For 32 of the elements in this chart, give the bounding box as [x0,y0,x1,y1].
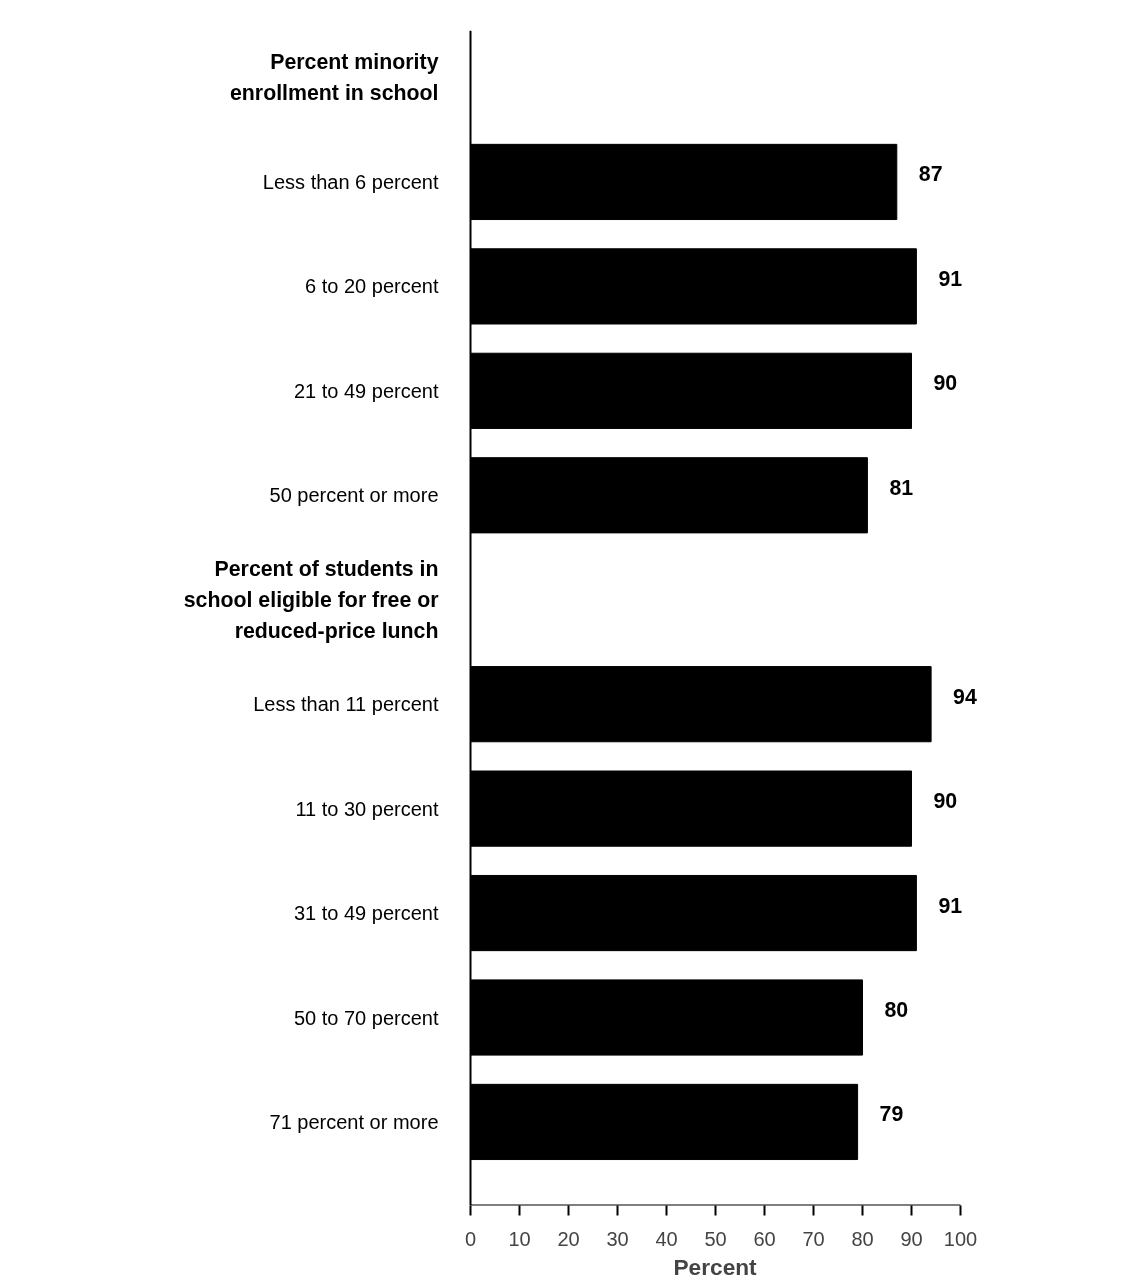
data-label: 79 [879,1102,904,1127]
y-tick-label: Less than 6 percent [262,170,439,193]
x-tick-label: 0 [464,1227,477,1250]
y-tick-label: Percent of students in school eligible for free or reduced-price lunch [183,556,439,643]
y-tick-label: Percent minority enrollment in school [229,49,439,106]
y-tick-label: 6 to 20 percent [305,275,439,298]
y-tick-label: 21 to 49 percent [293,379,439,402]
y-tick-label: 31 to 49 percent [293,902,439,925]
data-label: 87 [918,162,943,187]
y-tick-label: 50 percent or more [269,484,439,507]
x-tick-label: 50 [704,1227,727,1250]
data-label: 80 [884,998,909,1022]
x-tick-label: 30 [606,1227,629,1250]
data-label: 94 [953,684,977,709]
x-tick-label: 70 [802,1227,825,1250]
x-tick-label: 90 [900,1227,923,1250]
x-tick-label: 10 [508,1227,531,1250]
y-tick-label: 71 percent or more [269,1110,439,1133]
x-tick-label: 20 [557,1227,580,1250]
data-label: 90 [933,789,958,814]
x-tick-label: 100 [943,1227,978,1250]
y-tick-label: 50 to 70 percent [293,1006,439,1029]
y-tick-label: Less than 11 percent [253,693,439,716]
y-tick-label: 11 to 30 percent [295,797,439,820]
x-axis-title: Percent [673,1253,758,1280]
x-tick-label: 80 [851,1227,874,1250]
data-label: 91 [938,266,963,291]
x-tick-label: 40 [655,1227,678,1250]
data-label: 81 [889,475,914,500]
x-tick-label: 60 [753,1227,776,1250]
data-label: 90 [933,371,958,396]
data-label: 91 [938,893,963,918]
